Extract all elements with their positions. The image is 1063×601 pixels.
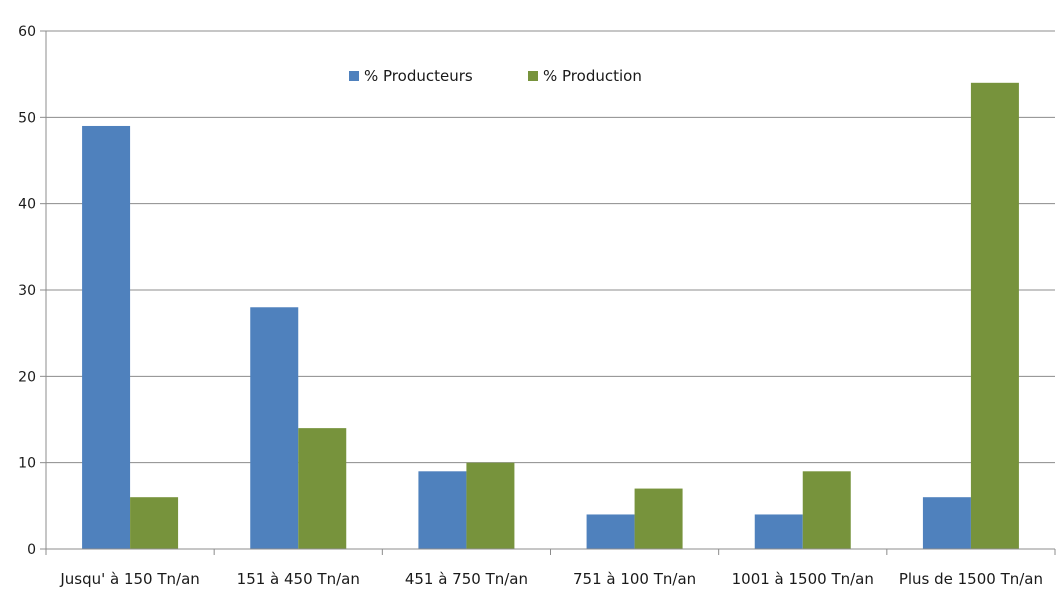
legend-swatch [349, 71, 359, 81]
y-tick-label: 0 [27, 542, 36, 558]
x-tick-label: 451 à 750 Tn/an [405, 570, 528, 588]
bar-production [130, 497, 179, 549]
x-tick-label: 1001 à 1500 Tn/an [732, 570, 874, 588]
x-tick-label: Plus de 1500 Tn/an [899, 570, 1043, 588]
y-tick-label: 40 [18, 197, 36, 213]
x-tick-label: Jusqu' à 150 Tn/an [59, 570, 199, 588]
bar-producteurs [82, 125, 131, 549]
x-tick-label: 751 à 100 Tn/an [573, 570, 696, 588]
bar-producteurs [754, 514, 803, 549]
bar-production [466, 462, 515, 549]
y-tick-label: 30 [18, 283, 36, 299]
bars [82, 82, 1019, 550]
x-axis: Jusqu' à 150 Tn/an 151 à 450 Tn/an 451 à 7… [45, 548, 1056, 588]
bar-production [298, 428, 347, 549]
bar-producteurs [922, 497, 971, 549]
y-tick-label: 20 [18, 369, 36, 385]
bar-production [802, 471, 851, 549]
y-tick-label: 50 [18, 110, 36, 126]
legend-swatch [528, 71, 538, 81]
legend: % Producteurs % Production [349, 67, 642, 85]
y-tick-label: 10 [18, 456, 36, 472]
legend-label: % Production [543, 67, 642, 85]
bar-production [634, 488, 683, 549]
y-axis-ticks: 0 10 20 30 40 50 60 [18, 24, 47, 558]
bar-production [970, 82, 1019, 550]
x-tick-label: 151 à 450 Tn/an [237, 570, 360, 588]
bar-producteurs [586, 514, 635, 549]
bar-producteurs [250, 307, 299, 549]
gridlines [46, 30, 1055, 464]
y-tick-label: 60 [18, 24, 36, 40]
bar-producteurs [418, 471, 467, 549]
legend-label: % Producteurs [364, 67, 473, 85]
